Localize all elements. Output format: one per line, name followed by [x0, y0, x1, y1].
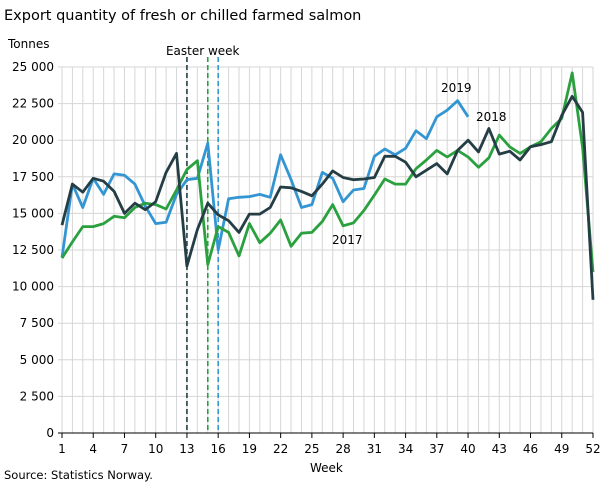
y-tick-label: 0: [46, 426, 54, 440]
y-tick-label: 17 500: [12, 170, 54, 184]
series-line-2019: [60, 99, 470, 258]
x-tick-label: 52: [585, 442, 600, 456]
x-tick-label: 7: [121, 442, 129, 456]
series-label-2019: 2019: [441, 81, 472, 95]
y-tick-label: 12 500: [12, 243, 54, 257]
y-tick-label: 10 000: [12, 280, 54, 294]
chart-title: Export quantity of fresh or chilled farm…: [4, 8, 362, 24]
series-label-2017: 2017: [332, 233, 363, 247]
y-tick-label: 25 000: [12, 60, 54, 74]
y-tick-label: 22 500: [12, 97, 54, 111]
x-tick-label: 16: [211, 442, 226, 456]
x-tick-label: 10: [148, 442, 163, 456]
x-tick-label: 34: [398, 442, 413, 456]
x-tick-label: 22: [273, 442, 288, 456]
x-tick-label: 40: [460, 442, 475, 456]
x-tick-label: 25: [304, 442, 319, 456]
y-tick-label: 7 500: [20, 316, 54, 330]
y-tick-label: 15 000: [12, 206, 54, 220]
easter-week-annotation: Easter week: [166, 44, 240, 58]
x-tick-label: 28: [335, 442, 350, 456]
series-line-2017: [60, 71, 595, 273]
series-label-2018: 2018: [476, 110, 507, 124]
x-tick-label: 37: [429, 442, 444, 456]
y-tick-label: 2 500: [20, 389, 54, 403]
x-axis-label: Week: [310, 461, 343, 475]
source-note: Source: Statistics Norway.: [4, 468, 153, 482]
y-axis-label: Tonnes: [8, 37, 50, 51]
x-tick-label: 46: [523, 442, 538, 456]
x-tick-label: 13: [179, 442, 194, 456]
x-tick-label: 49: [554, 442, 569, 456]
x-tick-label: 43: [492, 442, 507, 456]
y-tick-label: 20 000: [12, 133, 54, 147]
x-tick-label: 4: [89, 442, 97, 456]
x-tick-label: 19: [242, 442, 257, 456]
series-line-2018: [60, 94, 595, 300]
x-tick-label: 31: [367, 442, 382, 456]
x-tick-label: 1: [58, 442, 66, 456]
y-tick-label: 5 000: [20, 353, 54, 367]
